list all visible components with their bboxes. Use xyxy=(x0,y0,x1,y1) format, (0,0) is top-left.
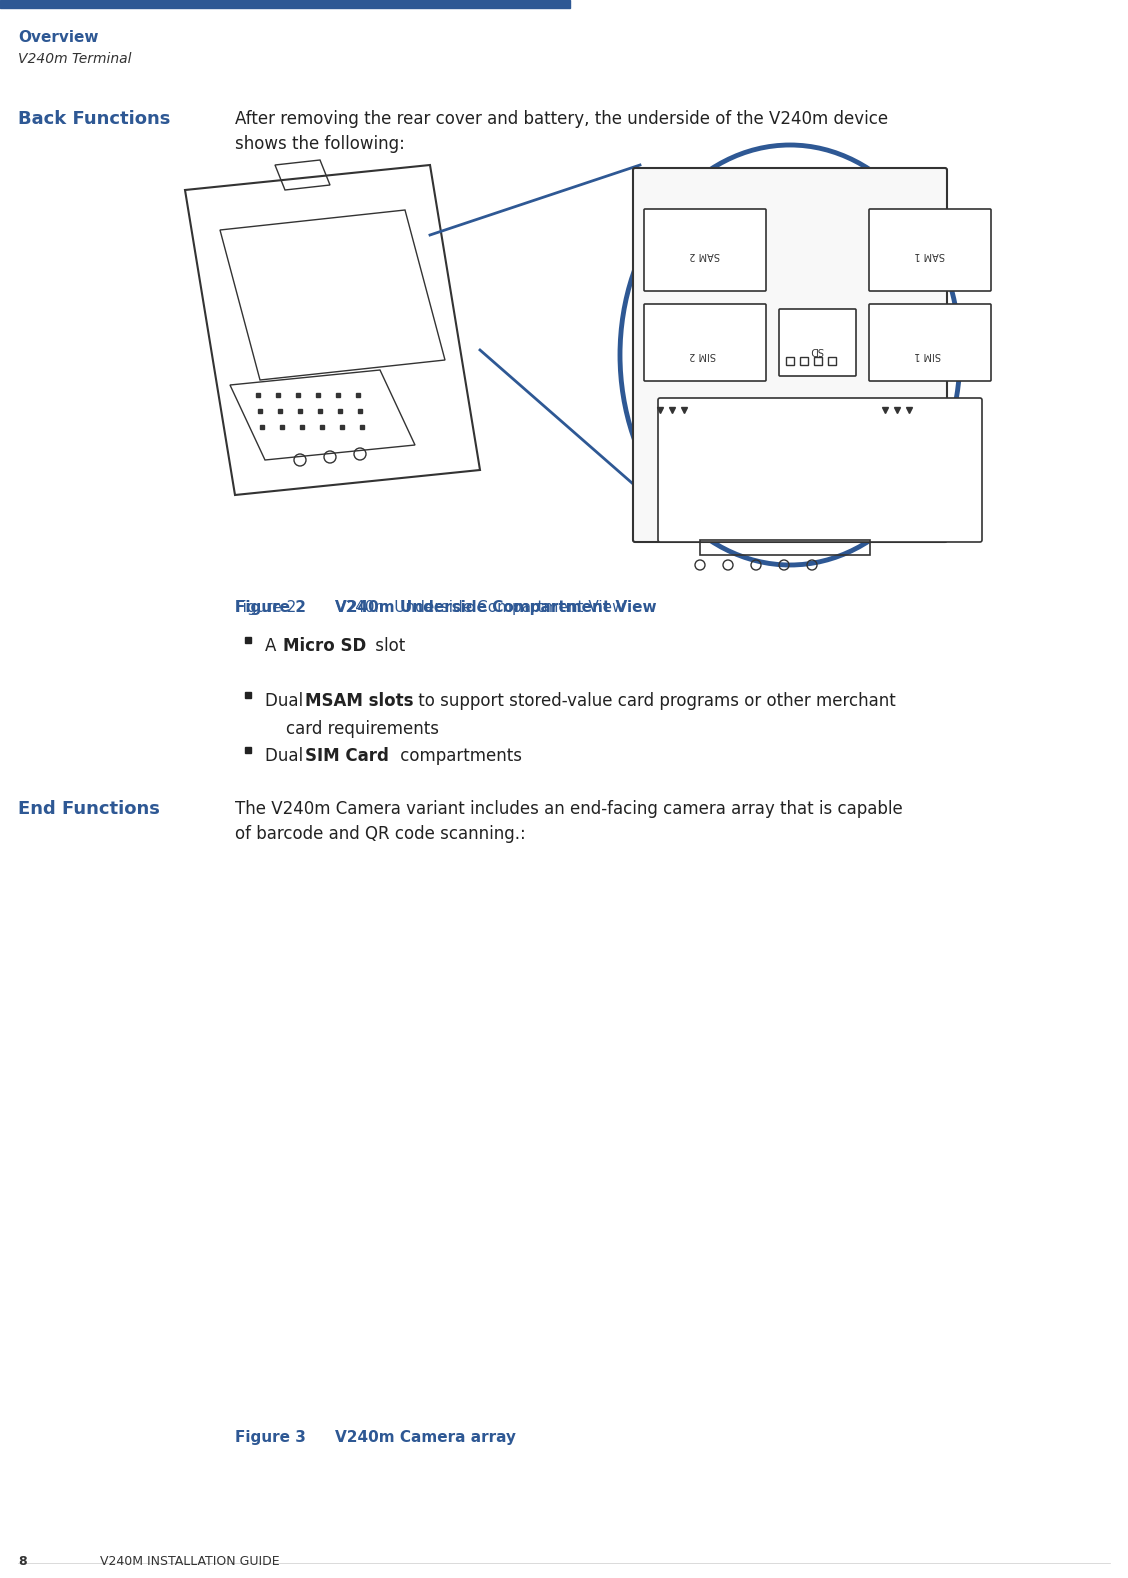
Bar xyxy=(0,0,570,8)
FancyBboxPatch shape xyxy=(644,305,766,380)
Text: V240m Terminal: V240m Terminal xyxy=(18,52,132,66)
FancyBboxPatch shape xyxy=(633,167,948,541)
Text: 8: 8 xyxy=(18,1554,27,1569)
Bar xyxy=(786,357,794,365)
Text: card requirements: card requirements xyxy=(265,720,439,739)
Text: compartments: compartments xyxy=(395,746,522,765)
Text: End Functions: End Functions xyxy=(18,800,160,817)
FancyBboxPatch shape xyxy=(869,208,992,290)
Text: Figure 2        V240m Underside Compartment View: Figure 2 V240m Underside Compartment Vie… xyxy=(235,600,625,615)
Text: to support stored-value card programs or other merchant: to support stored-value card programs or… xyxy=(413,693,896,710)
Text: After removing the rear cover and battery, the underside of the V240m device
sho: After removing the rear cover and batter… xyxy=(235,110,888,153)
Text: Back Functions: Back Functions xyxy=(18,110,170,128)
Text: V240m Camera array: V240m Camera array xyxy=(335,1430,515,1445)
Text: Dual: Dual xyxy=(265,746,308,765)
FancyBboxPatch shape xyxy=(644,208,766,290)
Text: SAM 2: SAM 2 xyxy=(689,249,721,260)
Text: SAM 1: SAM 1 xyxy=(915,249,945,260)
Text: Overview: Overview xyxy=(18,30,98,46)
Text: SIM 2: SIM 2 xyxy=(689,350,716,360)
Text: V240M INSTALLATION GUIDE: V240M INSTALLATION GUIDE xyxy=(100,1554,280,1569)
Text: Figure 2: Figure 2 xyxy=(235,600,306,615)
FancyBboxPatch shape xyxy=(869,305,992,380)
Text: MSAM slots: MSAM slots xyxy=(305,693,414,710)
Bar xyxy=(814,357,822,365)
Bar xyxy=(828,357,836,365)
FancyBboxPatch shape xyxy=(658,398,982,541)
Text: Dual: Dual xyxy=(265,693,308,710)
Text: SD: SD xyxy=(810,346,823,355)
Text: V240m Underside Compartment View: V240m Underside Compartment View xyxy=(335,600,656,615)
Bar xyxy=(800,357,808,365)
Text: A: A xyxy=(265,638,282,655)
Text: The V240m Camera variant includes an end-facing camera array that is capable
of : The V240m Camera variant includes an end… xyxy=(235,800,902,843)
Text: Micro SD: Micro SD xyxy=(283,638,367,655)
Text: SIM 1: SIM 1 xyxy=(915,350,942,360)
Text: SIM Card: SIM Card xyxy=(305,746,389,765)
FancyBboxPatch shape xyxy=(779,309,856,376)
Text: Figure 3: Figure 3 xyxy=(235,1430,306,1445)
Text: slot: slot xyxy=(370,638,405,655)
